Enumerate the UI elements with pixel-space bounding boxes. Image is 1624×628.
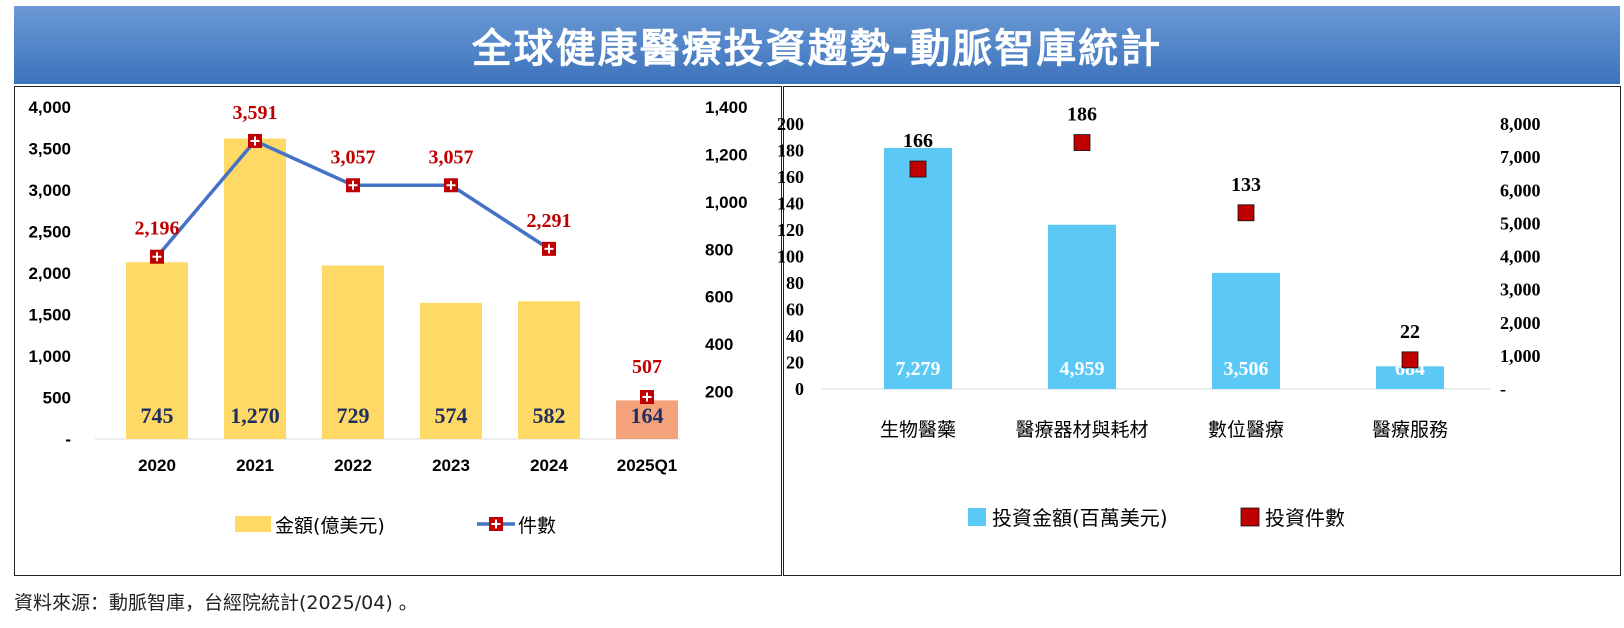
left-axis-tick: 1,000 bbox=[28, 347, 71, 366]
x-axis-tick: 2023 bbox=[432, 456, 470, 475]
left-axis-tick: 120 bbox=[777, 220, 804, 240]
left-axis-tick: 160 bbox=[777, 167, 804, 187]
chart-panel-sector: 0 20 40 60 80 100 120 140 160 180 200 - 1,000 2,000 3,… bbox=[777, 86, 1621, 576]
right-axis-tick: 6,000 bbox=[1500, 180, 1541, 200]
right-axis-tick: 3,000 bbox=[1500, 280, 1541, 300]
deal-count-marker bbox=[150, 249, 164, 264]
right-axis-tick: 1,000 bbox=[1500, 346, 1541, 366]
right-axis-tick: - bbox=[1500, 379, 1506, 399]
legend-count-label: 投資件數 bbox=[1265, 506, 1345, 530]
x-axis-tick: 2025Q1 bbox=[617, 456, 678, 475]
amount-bar-label: 164 bbox=[631, 403, 664, 428]
deal-count-label: 507 bbox=[632, 356, 662, 378]
x-axis-tick: 2022 bbox=[334, 456, 372, 475]
left-axis-tick: 180 bbox=[777, 141, 804, 161]
right-axis-tick: 600 bbox=[705, 288, 733, 307]
left-axis-tick: - bbox=[65, 430, 71, 449]
deal-count-label: 186 bbox=[1067, 104, 1097, 126]
amount-bar-label: 3,506 bbox=[1224, 358, 1269, 380]
x-axis-tick: 2021 bbox=[236, 456, 274, 475]
deal-count-marker bbox=[640, 390, 654, 404]
x-axis-tick: 醫療服務 bbox=[1372, 419, 1448, 441]
right-axis-tick: 2,000 bbox=[1500, 313, 1541, 333]
right-axis-tick: 1,400 bbox=[705, 98, 748, 117]
left-axis-tick: 60 bbox=[786, 300, 804, 320]
deal-count-label: 2,196 bbox=[135, 218, 180, 240]
deal-count-label: 3,057 bbox=[331, 146, 376, 168]
right-axis-tick: 5,000 bbox=[1500, 213, 1541, 233]
legend-amount-swatch bbox=[968, 508, 986, 526]
deal-count-marker bbox=[248, 133, 262, 148]
amount-bar bbox=[1212, 272, 1280, 389]
right-axis-tick: 200 bbox=[705, 383, 733, 402]
amount-bar bbox=[224, 138, 286, 439]
amount-bar bbox=[1376, 366, 1444, 389]
right-axis-tick: 800 bbox=[705, 240, 733, 259]
right-axis-tick: 400 bbox=[705, 335, 733, 354]
amount-bar-label: 582 bbox=[533, 403, 566, 428]
deal-count-marker bbox=[444, 178, 458, 193]
amount-bar bbox=[126, 262, 188, 439]
left-axis-tick: 200 bbox=[777, 114, 804, 134]
amount-bar-label: 4,959 bbox=[1060, 358, 1105, 380]
amount-bar bbox=[322, 265, 384, 439]
amount-bar bbox=[616, 400, 678, 439]
legend-count-marker bbox=[489, 517, 503, 531]
page-title: 全球健康醫療投資趨勢-動脈智庫統計 bbox=[14, 6, 1620, 84]
left-axis-tick: 1,500 bbox=[28, 306, 71, 325]
amount-bar bbox=[1048, 224, 1116, 389]
deal-count-marker bbox=[1237, 204, 1255, 222]
chart-panel-yearly: - 500 1,000 1,500 2,000 2,500 3,000 3,500 4,000 2… bbox=[14, 86, 782, 576]
x-axis-tick: 2020 bbox=[138, 456, 176, 475]
right-axis-tick: 8,000 bbox=[1500, 114, 1541, 134]
amount-bar-label: 574 bbox=[435, 403, 468, 428]
amount-bar-label: 729 bbox=[337, 403, 370, 428]
left-axis-tick: 2,000 bbox=[28, 264, 71, 283]
right-axis-tick: 4,000 bbox=[1500, 247, 1541, 267]
deal-count-label: 22 bbox=[1400, 321, 1420, 343]
amount-bar-label: 1,270 bbox=[230, 403, 280, 428]
x-axis-tick: 生物醫藥 bbox=[880, 419, 956, 441]
amount-bar-label: 7,279 bbox=[896, 358, 941, 380]
left-axis-tick: 40 bbox=[786, 326, 804, 346]
left-axis-tick: 140 bbox=[777, 194, 804, 214]
deal-count-label: 133 bbox=[1231, 174, 1261, 196]
deal-count-marker bbox=[1073, 134, 1091, 151]
x-axis-tick: 數位醫療 bbox=[1208, 419, 1284, 441]
right-axis-tick: 7,000 bbox=[1500, 147, 1541, 167]
legend-amount-swatch bbox=[235, 516, 271, 532]
left-axis-tick: 3,500 bbox=[28, 140, 71, 159]
left-axis-tick: 500 bbox=[43, 389, 71, 408]
legend-amount-label: 金額(億美元) bbox=[275, 515, 385, 537]
left-axis-tick: 80 bbox=[786, 273, 804, 293]
amount-bar bbox=[884, 147, 952, 389]
left-axis-tick: 20 bbox=[786, 353, 804, 373]
legend-count-label: 件數 bbox=[518, 515, 556, 537]
left-axis-tick: 100 bbox=[777, 247, 804, 267]
x-axis-tick: 醫療器材與耗材 bbox=[1015, 419, 1148, 441]
left-axis-tick: 4,000 bbox=[28, 98, 71, 117]
legend-amount-label: 投資金額(百萬美元) bbox=[992, 506, 1168, 530]
yearly-investment-chart: - 500 1,000 1,500 2,000 2,500 3,000 3,500 4,000 2… bbox=[28, 98, 748, 537]
source-note: 資料來源：動脈智庫，台經院統計(2025/04) 。 bbox=[14, 592, 418, 614]
amount-bar-label: 745 bbox=[141, 403, 174, 428]
left-axis-tick: 3,000 bbox=[28, 181, 71, 200]
deal-count-marker bbox=[1401, 351, 1419, 369]
deal-count-label: 2,291 bbox=[527, 210, 572, 232]
right-axis-tick: 1,000 bbox=[705, 193, 748, 212]
amount-bar bbox=[420, 302, 482, 439]
deal-count-label: 3,591 bbox=[233, 102, 278, 124]
sector-investment-chart: 0 20 40 60 80 100 120 140 160 180 200 - 1,000 2,000 3,… bbox=[777, 104, 1541, 530]
right-axis-tick: 1,200 bbox=[705, 145, 748, 164]
left-axis-tick: 0 bbox=[795, 379, 804, 399]
x-axis-tick: 2024 bbox=[530, 456, 568, 475]
deal-count-marker bbox=[909, 160, 927, 178]
amount-bar bbox=[518, 301, 580, 439]
deal-count-label: 166 bbox=[903, 130, 933, 152]
legend-count-swatch bbox=[1240, 507, 1260, 527]
deal-count-marker bbox=[542, 241, 556, 256]
deal-count-label: 3,057 bbox=[429, 146, 474, 168]
deal-count-marker bbox=[346, 178, 360, 193]
left-axis-tick: 2,500 bbox=[28, 223, 71, 242]
